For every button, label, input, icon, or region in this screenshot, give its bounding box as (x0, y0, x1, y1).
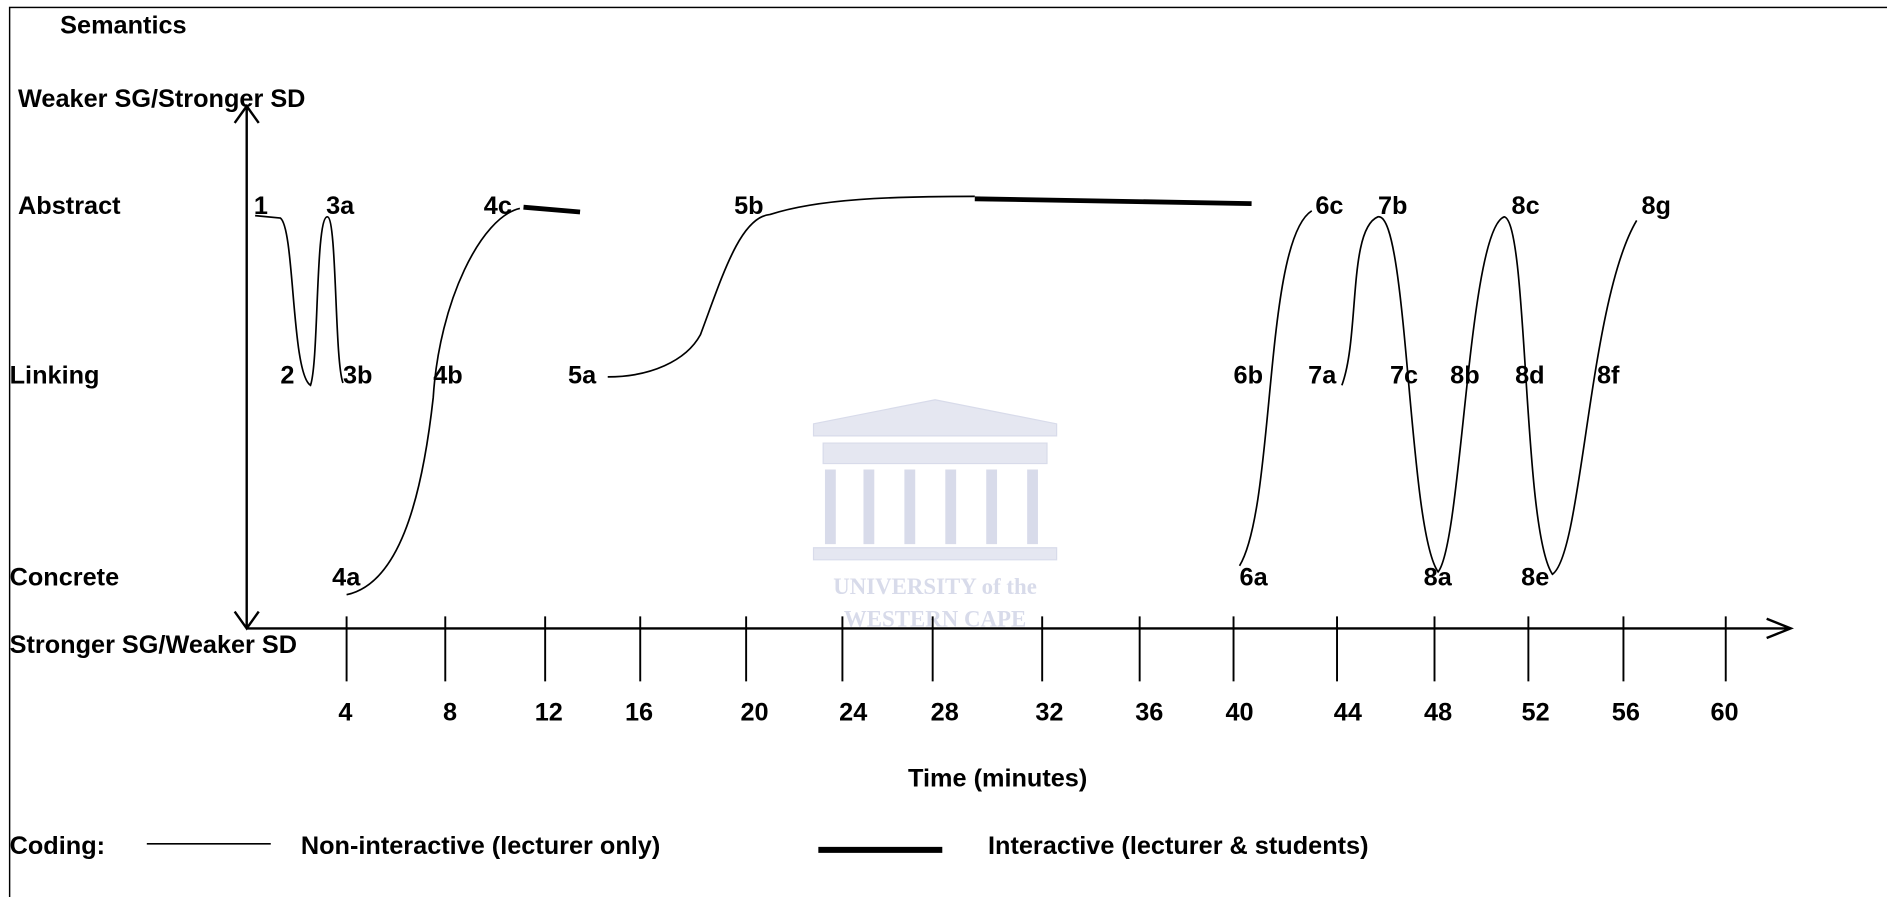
tick-label: 20 (741, 699, 769, 727)
ticks: 4 8 12 16 20 24 28 32 36 40 44 48 52 56 60 (338, 616, 1739, 727)
point-label: 8c (1512, 192, 1540, 220)
x-axis-label: Time (minutes) (908, 765, 1087, 793)
curve (607, 195, 975, 378)
point-label: 8g (1641, 192, 1671, 220)
curve (346, 207, 521, 596)
point-label: 6b (1234, 362, 1263, 390)
axis-bottom-label: Stronger SG/Weaker SD (10, 631, 297, 659)
watermark-text: UNIVERSITY of the (833, 574, 1037, 599)
y-axis (233, 104, 260, 631)
legend-item: Interactive (lecturer & students) (988, 832, 1368, 860)
tick-label: 56 (1612, 699, 1640, 727)
point-label: 5b (734, 192, 764, 220)
point-label: 4a (332, 564, 361, 592)
point-label: 3b (343, 362, 372, 390)
frame (8, 6, 1887, 897)
point-label: 8b (1450, 362, 1479, 390)
legend-item: Non-interactive (lecturer only) (301, 832, 660, 860)
tick-label: 40 (1225, 699, 1253, 727)
point-label: 7c (1390, 362, 1418, 390)
point-label: 1 (254, 192, 268, 220)
legend-heading: Coding: (10, 832, 105, 860)
tick-label: 48 (1424, 699, 1452, 727)
tick-label: 36 (1135, 699, 1163, 727)
tick-label: 4 (338, 699, 352, 727)
point-label: 6c (1315, 192, 1343, 220)
tick-label: 44 (1334, 699, 1362, 727)
point-label: 3a (326, 192, 355, 220)
point-label: 8e (1521, 564, 1549, 592)
point-label: 8f (1597, 362, 1620, 390)
curve (255, 214, 344, 387)
point-label: 6a (1240, 564, 1269, 592)
interactive-curve (523, 204, 581, 215)
point-label: 4b (433, 362, 462, 390)
point-label: 5a (568, 362, 597, 390)
level-label: Abstract (18, 192, 121, 220)
tick-label: 8 (443, 699, 457, 727)
point-label: 4c (484, 192, 512, 220)
tick-label: 28 (931, 699, 959, 727)
axis-top-label: Weaker SG/Stronger SD (18, 85, 305, 113)
tick-label: 60 (1710, 699, 1738, 727)
point-label: 7b (1378, 192, 1408, 220)
x-axis (246, 617, 1794, 640)
point-label: 8d (1515, 362, 1544, 390)
level-label: Linking (10, 362, 100, 390)
curve (1238, 210, 1313, 567)
tick-label: 32 (1035, 699, 1063, 727)
tick-label: 12 (535, 699, 563, 727)
curve (1341, 215, 1638, 576)
level-label: Concrete (10, 564, 120, 592)
tick-label: 24 (839, 699, 867, 727)
watermark: UNIVERSITY of the WESTERN CAPE (812, 399, 1058, 631)
interactive-curve (974, 196, 1252, 207)
tick-label: 52 (1522, 699, 1550, 727)
point-label: 7a (1308, 362, 1337, 390)
tick-label: 16 (625, 699, 653, 727)
point-label: 8a (1424, 564, 1453, 592)
point-label: 2 (280, 362, 294, 390)
profile (255, 195, 1638, 596)
point-labels: 1 3a 4c 5b 6c 7b 8c 8g 2 3b 4b 5a 6b 7a 7c 8b 8d 8f 4a 6a 8a… (254, 192, 1671, 592)
title: Semantics (60, 11, 186, 39)
